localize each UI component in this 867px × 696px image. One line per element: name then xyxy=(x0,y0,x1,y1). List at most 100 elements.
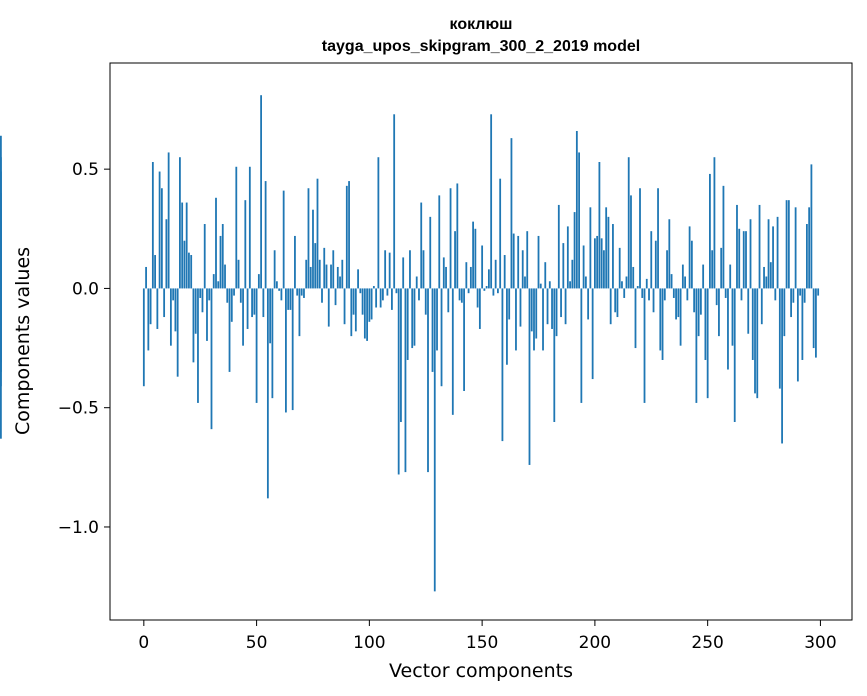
y-axis: −1.0 −0.5 0.0 0.5 xyxy=(58,160,110,538)
bar xyxy=(476,288,479,308)
bar xyxy=(142,288,145,387)
bar xyxy=(260,95,262,289)
bar xyxy=(623,288,626,298)
bar xyxy=(210,288,213,430)
bar xyxy=(720,247,723,289)
bar xyxy=(695,288,698,403)
bar xyxy=(769,262,772,289)
bar xyxy=(433,288,436,592)
bar xyxy=(255,288,258,403)
bar xyxy=(336,266,339,289)
bar xyxy=(273,250,276,289)
y-tick-label: 0.5 xyxy=(72,160,99,180)
bar xyxy=(181,202,184,289)
bar xyxy=(325,264,328,289)
bar xyxy=(589,207,592,289)
bar xyxy=(361,288,364,315)
bar xyxy=(697,288,700,337)
bar xyxy=(339,276,341,289)
bar xyxy=(384,250,387,289)
y-axis-label: Components values xyxy=(12,247,34,435)
bar xyxy=(510,138,513,289)
bar xyxy=(679,288,682,346)
bar xyxy=(593,238,596,289)
bar xyxy=(548,281,551,289)
bar xyxy=(722,185,725,289)
bar xyxy=(391,288,393,310)
bar xyxy=(749,219,752,289)
bar xyxy=(729,264,732,289)
bar xyxy=(368,288,371,322)
bar xyxy=(715,288,718,306)
bar xyxy=(539,283,542,289)
bar xyxy=(641,288,644,298)
bar xyxy=(409,250,411,289)
bar xyxy=(627,157,630,289)
bar xyxy=(345,185,348,289)
bar xyxy=(494,259,497,289)
x-tick-label: 300 xyxy=(804,633,836,653)
bar xyxy=(248,166,251,289)
bar xyxy=(246,288,249,329)
bar xyxy=(790,288,792,318)
bar xyxy=(591,288,594,380)
bar xyxy=(803,288,806,303)
bar xyxy=(458,288,461,301)
bar xyxy=(792,288,795,303)
bar xyxy=(487,269,490,289)
bar xyxy=(156,288,159,329)
bar xyxy=(456,183,459,289)
bar xyxy=(190,255,193,289)
bar xyxy=(233,288,235,296)
bar xyxy=(172,288,175,301)
bar xyxy=(598,162,601,289)
bar xyxy=(555,288,558,337)
bar xyxy=(781,288,783,444)
bar xyxy=(666,250,668,289)
bar xyxy=(657,188,659,289)
bar xyxy=(278,288,281,291)
bar xyxy=(758,204,761,289)
bar xyxy=(312,209,314,289)
bar xyxy=(650,231,653,289)
bar xyxy=(580,288,583,403)
bar xyxy=(176,288,179,377)
bar xyxy=(287,288,290,310)
bar xyxy=(702,264,705,289)
bar xyxy=(544,262,547,289)
bar xyxy=(706,288,709,399)
bar xyxy=(411,288,414,349)
bar xyxy=(239,288,242,303)
bar xyxy=(386,288,389,296)
bar xyxy=(291,288,294,411)
bar xyxy=(535,288,538,339)
bar xyxy=(503,255,506,289)
y-tick-label: 0.0 xyxy=(72,279,99,299)
bar xyxy=(145,266,147,289)
bar xyxy=(724,288,727,298)
bar xyxy=(372,286,375,289)
x-tick-label: 200 xyxy=(579,633,611,653)
bar xyxy=(634,288,637,349)
bar xyxy=(357,269,359,289)
bar xyxy=(571,259,574,289)
bar xyxy=(675,288,677,320)
bar xyxy=(316,178,319,289)
bar xyxy=(760,288,763,325)
bar xyxy=(271,288,274,399)
bars-group xyxy=(0,95,820,592)
bar xyxy=(305,259,308,289)
bar xyxy=(348,181,350,289)
bar xyxy=(731,288,734,346)
bar xyxy=(366,288,368,341)
bar xyxy=(194,288,197,334)
bar xyxy=(733,288,736,422)
bar xyxy=(375,288,378,308)
bar xyxy=(188,252,190,289)
bar xyxy=(668,219,671,289)
bar xyxy=(643,288,646,403)
bar xyxy=(478,288,481,329)
bar xyxy=(663,288,666,301)
bar xyxy=(648,288,650,301)
bar xyxy=(264,181,267,289)
